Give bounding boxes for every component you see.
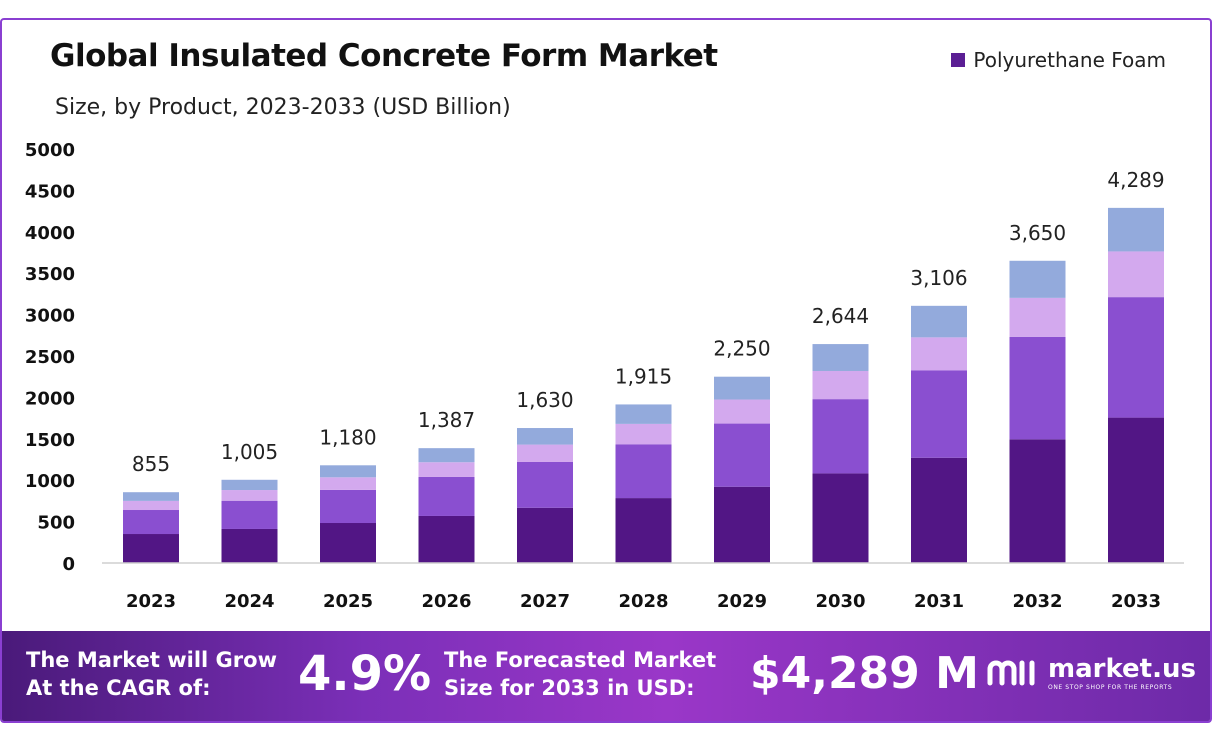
y-tick-label: 1000	[25, 471, 75, 492]
chart-subtitle: Size, by Product, 2023-2033 (USD Billion…	[55, 95, 511, 120]
cagr-value: 4.9%	[298, 646, 432, 702]
total-value-label: 855	[132, 452, 170, 476]
y-tick-label: 0	[62, 554, 75, 575]
footer-banner: The Market will Grow At the CAGR of: 4.9…	[2, 631, 1210, 721]
bar-segment-1	[1009, 439, 1066, 563]
bar-segment-3	[714, 399, 770, 424]
bar-stacks	[123, 207, 1164, 563]
y-tick-label: 4500	[25, 181, 75, 202]
y-tick-label: 3500	[25, 264, 75, 285]
bar-segment-3	[1009, 297, 1066, 337]
bar-segment-2	[320, 489, 376, 524]
total-value-label: 2,644	[812, 304, 869, 328]
total-value-label: 1,915	[615, 364, 672, 388]
bar-segment-4	[911, 305, 967, 338]
bar-segment-3	[911, 337, 967, 371]
brand-logo[interactable]: market.us ONE STOP SHOP FOR THE REPORTS	[986, 653, 1196, 693]
bar-segment-3	[320, 477, 376, 490]
x-tick-label: 2026	[421, 591, 471, 612]
bar-segment-4	[418, 448, 475, 463]
bar-segment-1	[1108, 417, 1164, 563]
y-tick-label: 4000	[25, 223, 75, 244]
bar-segment-1	[615, 498, 672, 563]
bar-segment-2	[1108, 297, 1164, 418]
y-tick-label: 500	[37, 513, 75, 534]
chart-plot: 0 500 1000 1500 2000 2500 3000 3500 4000 4500 5000…	[25, 140, 1184, 612]
bar-segment-4	[320, 465, 376, 478]
bar-segment-1	[812, 473, 869, 563]
bar-segment-2	[812, 399, 869, 474]
bar-segment-3	[418, 462, 475, 477]
x-tick-label: 2033	[1111, 591, 1161, 612]
x-tick-label: 2023	[126, 591, 176, 612]
bar-segment-3	[517, 444, 573, 462]
total-value-label: 3,106	[910, 266, 967, 290]
x-tick-label: 2029	[717, 591, 767, 612]
brand-tagline: ONE STOP SHOP FOR THE REPORTS	[1048, 683, 1173, 691]
total-value-label: 3,650	[1009, 221, 1066, 245]
legend-label: Polyurethane Foam	[973, 48, 1166, 72]
y-tick-label: 3000	[25, 306, 75, 327]
y-tick-label: 5000	[25, 140, 75, 161]
bar-segment-1	[418, 515, 475, 563]
legend-swatch	[951, 53, 966, 67]
brand-name: market.us	[1048, 653, 1196, 684]
y-tick-label: 2000	[25, 388, 75, 409]
bar-segment-3	[1108, 251, 1164, 298]
bar-segment-1	[714, 486, 770, 563]
total-value-label: 1,005	[221, 440, 278, 464]
bar-segment-4	[123, 492, 179, 501]
x-tick-label: 2025	[323, 591, 373, 612]
forecast-value: $4,289 M	[750, 648, 979, 699]
bar-segment-1	[320, 523, 376, 563]
forecast-label: The Forecasted Market Size for 2033 in U…	[444, 648, 717, 700]
x-tick-label: 2028	[618, 591, 668, 612]
brand-text: market.us ONE STOP SHOP FOR THE REPORTS	[1048, 655, 1196, 692]
bar-segment-2	[123, 510, 179, 535]
bar-segment-2	[221, 500, 278, 529]
bar-segment-4	[812, 344, 869, 371]
y-tick-label: 2500	[25, 347, 75, 368]
bar-segment-3	[615, 423, 672, 445]
bar-segment-4	[615, 404, 672, 424]
cagr-label: The Market will Grow At the CAGR of:	[26, 648, 277, 700]
x-tick-label: 2030	[815, 591, 865, 612]
x-tick-label: 2032	[1012, 591, 1062, 612]
x-tick-label: 2024	[224, 591, 274, 612]
x-tick-label: 2031	[914, 591, 964, 612]
chart-title: Global Insulated Concrete Form Market	[50, 38, 718, 74]
bar-segment-4	[1108, 207, 1164, 252]
bar-segment-4	[517, 428, 573, 445]
bar-segment-1	[911, 457, 967, 563]
bar-segment-1	[517, 507, 573, 563]
bar-segment-2	[418, 476, 475, 516]
total-value-labels: 855 1,005 1,180 1,387 1,630 1,915 2,250 2,644 3,…	[132, 168, 1165, 476]
bar-segment-2	[517, 461, 573, 508]
total-value-label: 2,250	[713, 337, 770, 361]
bar-segment-2	[714, 423, 770, 487]
bar-segment-1	[123, 534, 179, 563]
x-axis-ticks: 2023 2024 2025 2026 2027 2028 2029 2030 2031 2032…	[126, 591, 1161, 612]
total-value-label: 1,630	[516, 388, 573, 412]
total-value-label: 1,387	[418, 408, 475, 432]
bar-segment-2	[615, 444, 672, 499]
total-value-label: 1,180	[319, 425, 376, 449]
chart-card: 0 500 1000 1500 2000 2500 3000 3500 4000 4500 5000…	[0, 18, 1212, 723]
bar-segment-2	[1009, 336, 1066, 440]
market-us-logo-icon	[987, 660, 1035, 686]
x-tick-label: 2027	[520, 591, 570, 612]
y-tick-label: 1500	[25, 430, 75, 451]
bar-segment-3	[123, 500, 179, 511]
bar-segment-1	[221, 528, 278, 563]
legend: Polyurethane Foam	[951, 48, 1166, 72]
y-axis-ticks: 0 500 1000 1500 2000 2500 3000 3500 4000 4500 5000	[25, 140, 75, 575]
bar-segment-2	[911, 370, 967, 458]
bar-segment-4	[714, 376, 770, 400]
bar-segment-4	[1009, 260, 1066, 298]
total-value-label: 4,289	[1107, 168, 1164, 192]
bar-segment-3	[812, 370, 869, 400]
bar-segment-4	[221, 479, 278, 491]
bar-segment-3	[221, 490, 278, 501]
